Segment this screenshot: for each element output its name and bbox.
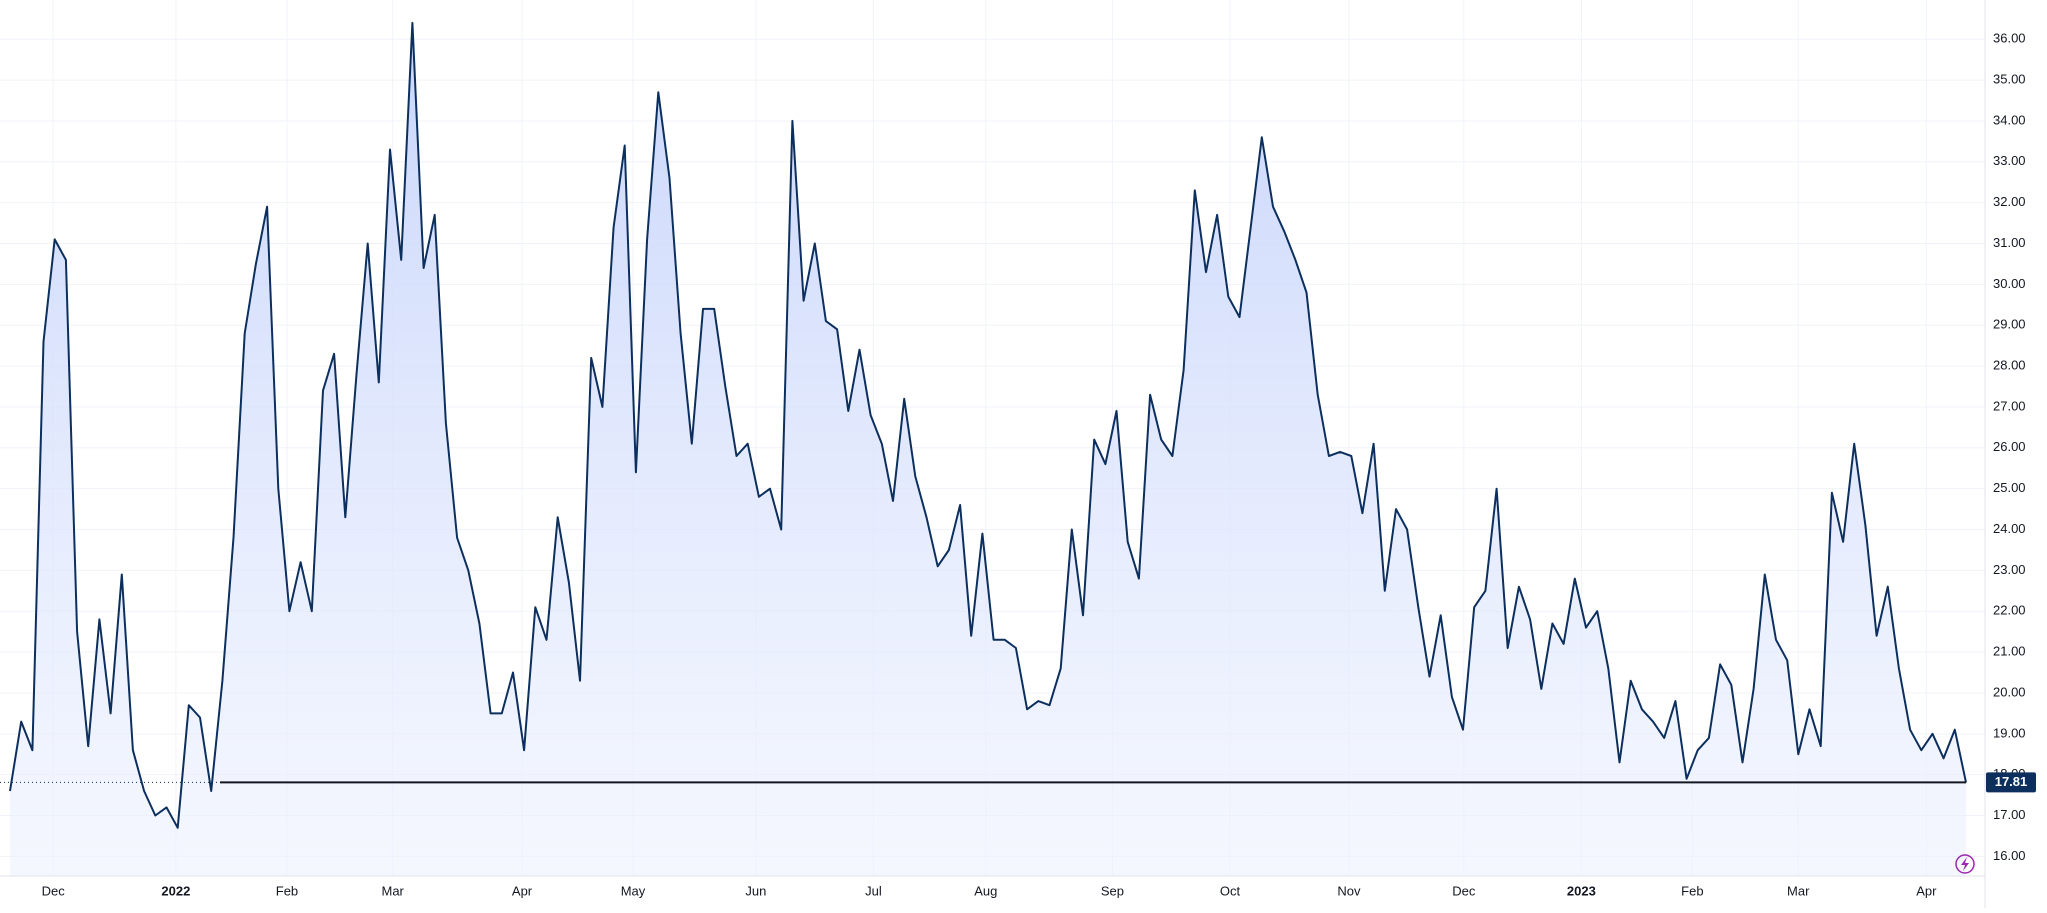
y-tick-label: 33.00 bbox=[1993, 153, 2026, 168]
x-tick-label: Apr bbox=[512, 883, 533, 898]
x-tick-label: May bbox=[621, 883, 646, 898]
x-tick-label: Mar bbox=[382, 883, 405, 898]
y-tick-label: 26.00 bbox=[1993, 439, 2026, 454]
y-tick-label: 31.00 bbox=[1993, 235, 2026, 250]
y-tick-label: 32.00 bbox=[1993, 194, 2026, 209]
x-tick-label: Jul bbox=[865, 883, 882, 898]
y-tick-label: 28.00 bbox=[1993, 358, 2026, 373]
y-tick-label: 24.00 bbox=[1993, 521, 2026, 536]
x-tick-label: Jun bbox=[745, 883, 766, 898]
x-tick-label: Oct bbox=[1220, 883, 1241, 898]
x-tick-label: Feb bbox=[276, 883, 298, 898]
y-tick-label: 25.00 bbox=[1993, 480, 2026, 495]
y-tick-label: 30.00 bbox=[1993, 276, 2026, 291]
y-tick-label: 22.00 bbox=[1993, 603, 2026, 618]
last-value-label: 17.81 bbox=[1995, 774, 2028, 789]
last-value-box bbox=[1986, 772, 2036, 793]
y-tick-label: 29.00 bbox=[1993, 317, 2026, 332]
y-tick-label: 19.00 bbox=[1993, 725, 2026, 740]
x-tick-label: Dec bbox=[1452, 883, 1476, 898]
y-tick-label: 21.00 bbox=[1993, 644, 2026, 659]
lightning-icon[interactable] bbox=[1955, 854, 1975, 874]
y-tick-label: 36.00 bbox=[1993, 31, 2026, 46]
x-tick-label: 2022 bbox=[161, 883, 190, 898]
x-tick-label: Feb bbox=[1681, 883, 1703, 898]
y-tick-label: 27.00 bbox=[1993, 398, 2026, 413]
y-tick-label: 17.00 bbox=[1993, 807, 2026, 822]
x-tick-label: Sep bbox=[1101, 883, 1124, 898]
x-tick-label: Nov bbox=[1337, 883, 1361, 898]
line bbox=[9, 21, 1967, 829]
y-tick-label: 20.00 bbox=[1993, 684, 2026, 699]
x-tick-label: 2023 bbox=[1567, 883, 1596, 898]
x-tick-label: Aug bbox=[974, 883, 997, 898]
y-tick-label: 34.00 bbox=[1993, 112, 2026, 127]
x-tick-label: Apr bbox=[1916, 883, 1937, 898]
area-fill bbox=[10, 22, 1966, 876]
x-tick-label: Dec bbox=[42, 883, 66, 898]
x-tick-label: Mar bbox=[1787, 883, 1810, 898]
y-tick-label: 35.00 bbox=[1993, 72, 2026, 87]
y-tick-label: 16.00 bbox=[1993, 848, 2026, 863]
y-tick-label: 23.00 bbox=[1993, 562, 2026, 577]
